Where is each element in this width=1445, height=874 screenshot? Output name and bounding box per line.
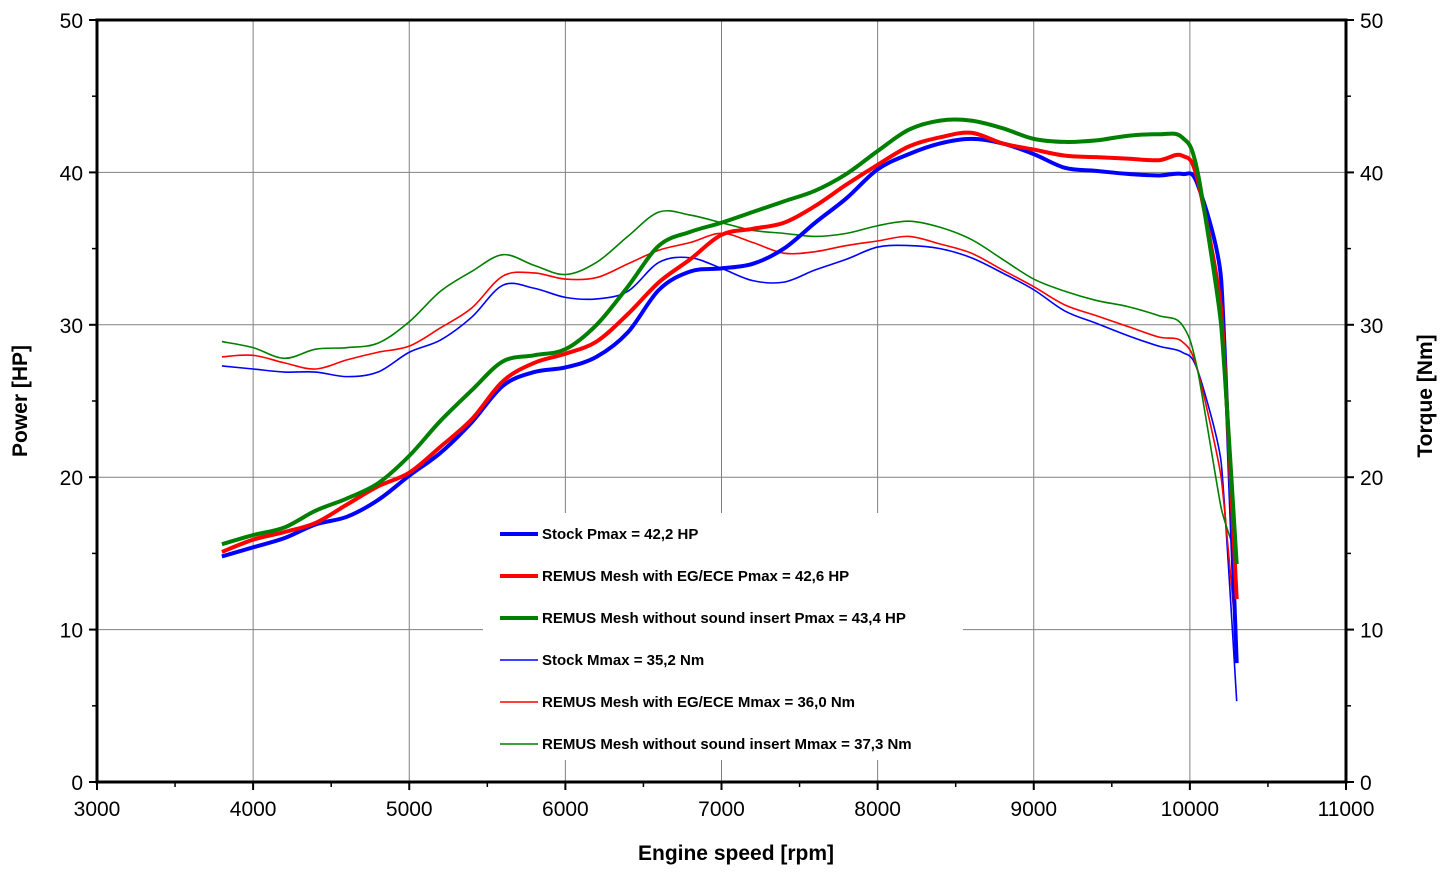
axis-ticks: 3000 4000 5000 6000 7000 8000 9000 10000 11000 0 0…: [60, 10, 1384, 821]
legend: Stock Pmax = 42,2 HP REMUS Mesh with EG/E…: [483, 513, 963, 760]
series-line: [221, 130, 1239, 600]
x-axis-label: Engine speed [rpm]: [638, 842, 834, 865]
x-tick-label: 9000: [1010, 798, 1057, 821]
legend-label: REMUS Mesh with EG/ECE Mmax = 36,0 Nm: [542, 694, 855, 711]
series-line: [221, 244, 1238, 702]
series-line: [221, 232, 1238, 645]
x-tick-label: 11000: [1318, 798, 1375, 821]
y-tick-label: 0: [71, 772, 83, 795]
legend-label: REMUS Mesh without sound insert Pmax = 4…: [542, 610, 906, 627]
y-tick-label: 40: [60, 162, 83, 185]
x-tick-label: 4000: [230, 798, 277, 821]
y2-tick-label: 30: [1360, 315, 1383, 338]
x-tick-label: 7000: [698, 798, 745, 821]
legend-label: Stock Mmax = 35,2 Nm: [542, 652, 704, 669]
series-lines: [221, 117, 1239, 702]
x-tick-label: 3000: [74, 798, 121, 821]
y2-tick-label: 40: [1360, 162, 1383, 185]
series-line: [221, 209, 1238, 557]
legend-label: REMUS Mesh without sound insert Mmax = 3…: [542, 736, 912, 753]
y-tick-label: 20: [60, 467, 83, 490]
x-tick-label: 8000: [854, 798, 901, 821]
y2-tick-label: 20: [1360, 467, 1383, 490]
y-tick-label: 50: [60, 10, 83, 33]
y-tick-label: 30: [60, 315, 83, 338]
x-tick-label: 5000: [386, 798, 433, 821]
y2-tick-label: 0: [1360, 772, 1372, 795]
legend-label: Stock Pmax = 42,2 HP: [542, 526, 698, 543]
y2-tick-label: 10: [1360, 620, 1383, 643]
legend-label: REMUS Mesh with EG/ECE Pmax = 42,6 HP: [542, 568, 849, 585]
series-line: [221, 117, 1239, 565]
y2-tick-label: 50: [1360, 10, 1383, 33]
x-tick-label: 10000: [1161, 798, 1219, 821]
y-axis-label: Power [HP]: [9, 345, 32, 457]
series-line: [221, 136, 1239, 664]
y-tick-label: 10: [60, 620, 83, 643]
x-tick-label: 6000: [542, 798, 589, 821]
legend-background: [483, 513, 963, 760]
y2-axis-label: Torque [Nm]: [1414, 334, 1437, 457]
grid: [97, 20, 1346, 782]
